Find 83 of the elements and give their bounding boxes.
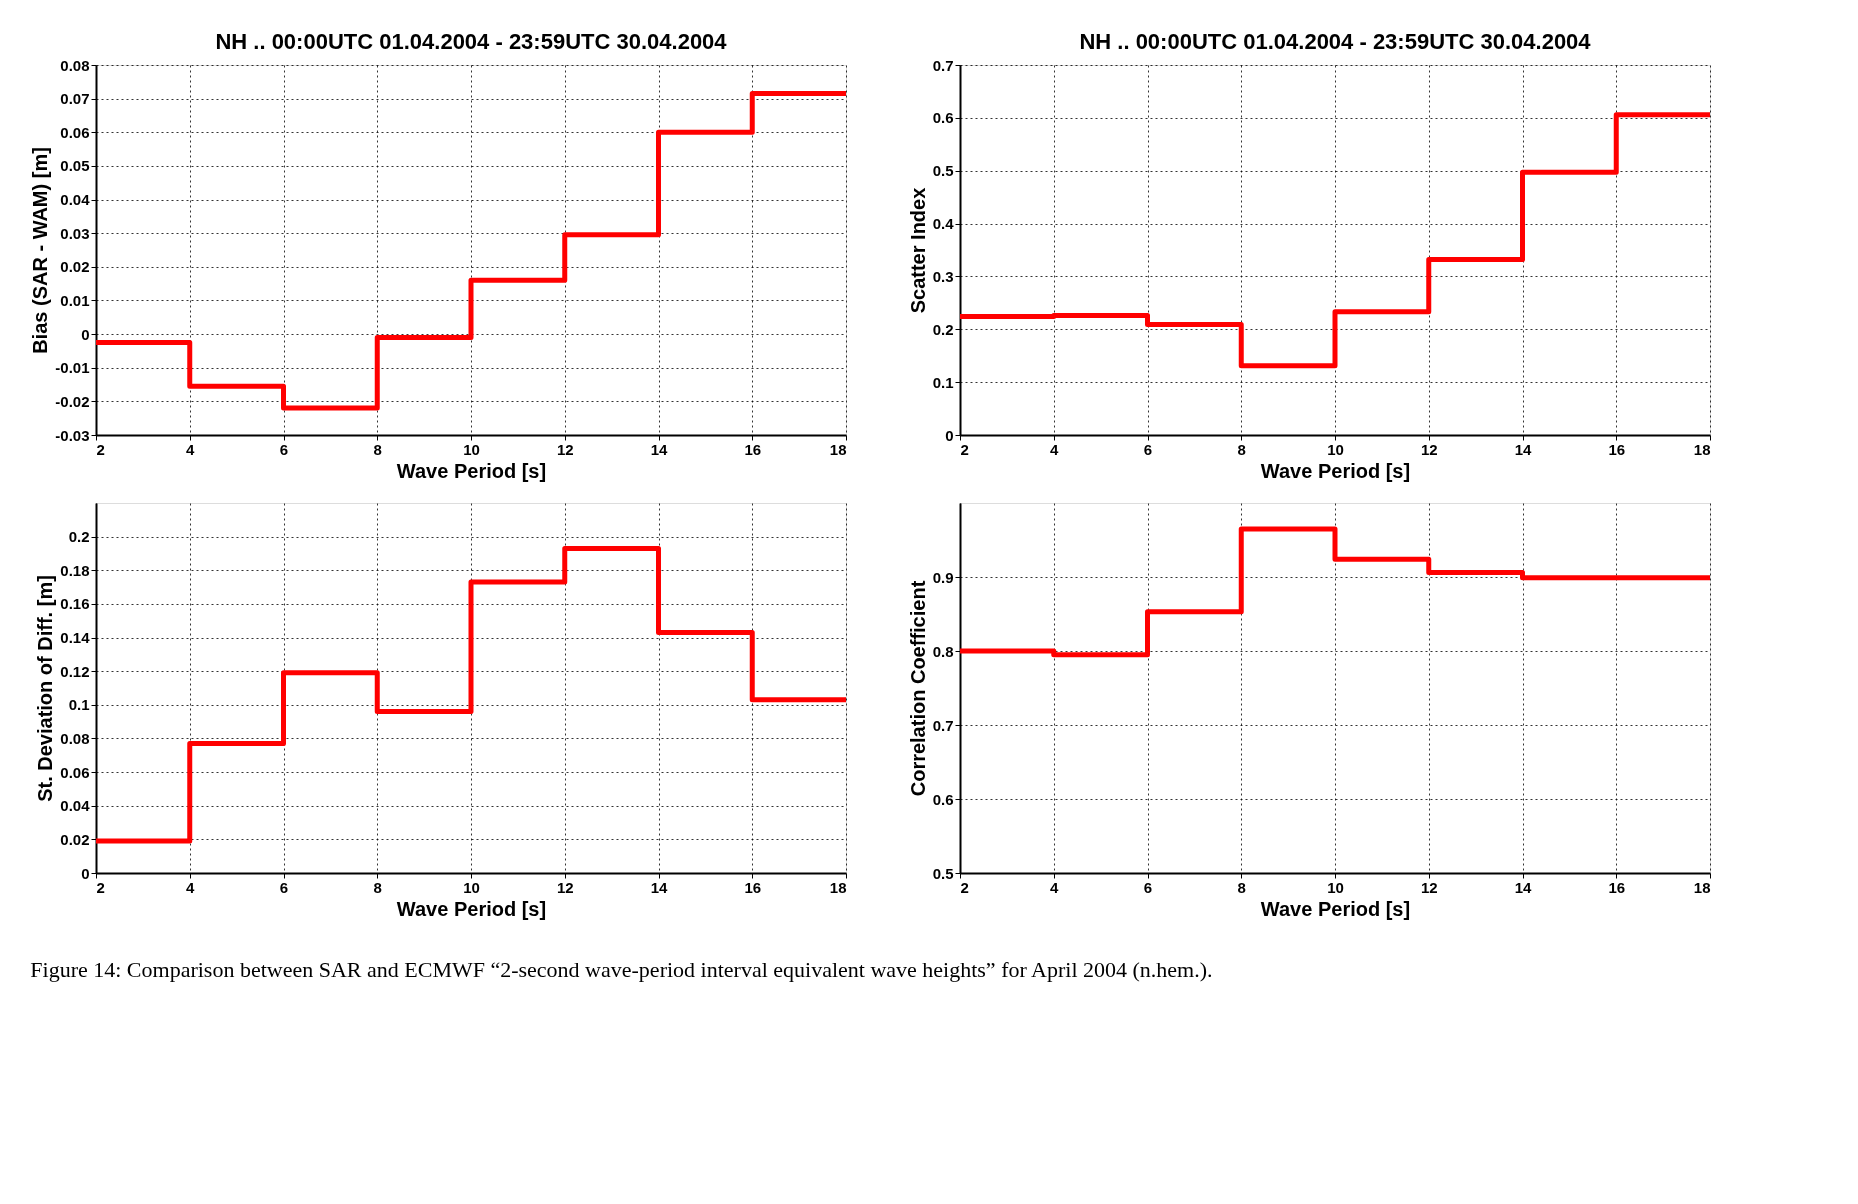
y-tick-label: 0.4 — [932, 215, 955, 233]
x-tick-label: 2 — [960, 440, 969, 458]
x-axis-title: Wave Period [s] — [396, 459, 547, 482]
y-tick-label: 0.05 — [60, 157, 90, 175]
y-tick-label: 0.5 — [932, 864, 954, 882]
x-tick-label: 18 — [1693, 878, 1711, 896]
y-tick-label: 0 — [81, 325, 90, 343]
y-axis-title: Correlation Coefficient — [906, 580, 929, 797]
y-tick-label: -0.03 — [55, 426, 90, 444]
y-tick-label: 0.1 — [932, 373, 954, 391]
y-tick-label: 0.16 — [60, 595, 90, 613]
x-tick-label: 14 — [650, 440, 668, 458]
y-tick-label: 0.5 — [932, 162, 954, 180]
x-tick-label: 14 — [1514, 440, 1532, 458]
y-tick-label: 0.03 — [60, 224, 90, 242]
x-tick-label: 8 — [373, 878, 382, 896]
x-axis-title: Wave Period [s] — [1260, 897, 1411, 920]
y-tick-label: 0 — [945, 426, 954, 444]
chart-title: NH .. 00:00UTC 01.04.2004 - 23:59UTC 30.04.2004 — [1079, 29, 1592, 54]
y-tick-label: 0 — [81, 864, 90, 882]
x-tick-label: 10 — [1327, 440, 1344, 458]
x-tick-label: 2 — [96, 440, 105, 458]
x-tick-label: 16 — [744, 878, 762, 896]
y-tick-label: 0.04 — [60, 191, 91, 209]
y-tick-label: -0.01 — [55, 359, 90, 377]
y-axis-title: Bias (SAR - WAM) [m] — [29, 147, 52, 354]
x-tick-label: 6 — [1143, 440, 1153, 458]
y-tick-label: 0.9 — [932, 568, 954, 586]
y-tick-label: 0.01 — [60, 291, 90, 309]
y-tick-label: 0.14 — [60, 629, 91, 647]
chart-title: NH .. 00:00UTC 01.04.2004 - 23:59UTC 30.04.2004 — [215, 29, 728, 54]
x-tick-label: 8 — [1237, 440, 1246, 458]
y-tick-label: 0.02 — [60, 258, 90, 276]
y-tick-label: 0.3 — [932, 267, 954, 285]
x-tick-label: 6 — [1143, 878, 1153, 896]
y-tick-label: 0.07 — [60, 90, 90, 108]
y-tick-label: 0.8 — [932, 642, 954, 660]
y-tick-label: 0.08 — [60, 56, 90, 74]
y-tick-label: 0.7 — [932, 56, 954, 74]
y-tick-label: 0.06 — [60, 763, 90, 781]
y-tick-label: 0.06 — [60, 123, 90, 141]
y-axis-title: St. Deviation of Diff. [m] — [34, 575, 57, 802]
y-axis-title: Scatter Index — [906, 187, 929, 314]
x-tick-label: 12 — [1420, 878, 1438, 896]
x-tick-label: 10 — [463, 440, 480, 458]
x-tick-label: 14 — [650, 878, 668, 896]
y-tick-label: 0.6 — [932, 790, 954, 808]
x-tick-label: 4 — [186, 878, 196, 896]
x-tick-label: 14 — [1514, 878, 1532, 896]
x-tick-label: 12 — [556, 440, 574, 458]
x-tick-label: 6 — [279, 878, 289, 896]
x-tick-label: 18 — [829, 878, 847, 896]
y-tick-label: 0.04 — [60, 797, 91, 815]
x-axis-title: Wave Period [s] — [396, 897, 547, 920]
y-tick-label: 0.6 — [932, 109, 954, 127]
x-tick-label: 8 — [373, 440, 382, 458]
y-tick-label: 0.08 — [60, 729, 90, 747]
y-tick-label: -0.02 — [55, 392, 90, 410]
x-tick-label: 4 — [186, 440, 196, 458]
x-tick-label: 16 — [744, 440, 762, 458]
y-tick-label: 0.1 — [68, 696, 90, 714]
x-tick-label: 2 — [96, 878, 105, 896]
y-tick-label: 0.02 — [60, 830, 90, 848]
y-tick-label: 0.12 — [60, 662, 90, 680]
x-tick-label: 4 — [1050, 878, 1060, 896]
x-tick-label: 4 — [1050, 440, 1060, 458]
x-tick-label: 8 — [1237, 878, 1246, 896]
x-tick-label: 12 — [1420, 440, 1438, 458]
x-tick-label: 18 — [829, 440, 847, 458]
x-tick-label: 10 — [1327, 878, 1344, 896]
y-tick-label: 0.2 — [68, 528, 90, 546]
x-tick-label: 2 — [960, 878, 969, 896]
y-tick-label: 0.2 — [932, 320, 954, 338]
caption: Figure 14: Comparison between SAR and ECMWF “2-second wave-period interval equivalent wave heights” for April 2004 (n.hem.). — [30, 956, 1213, 982]
y-tick-label: 0.7 — [932, 716, 954, 734]
x-tick-label: 6 — [279, 440, 289, 458]
x-tick-label: 16 — [1608, 878, 1626, 896]
x-tick-label: 12 — [556, 878, 574, 896]
y-tick-label: 0.18 — [60, 561, 90, 579]
x-axis-title: Wave Period [s] — [1260, 459, 1411, 482]
x-tick-label: 18 — [1693, 440, 1711, 458]
x-tick-label: 10 — [463, 878, 480, 896]
x-tick-label: 16 — [1608, 440, 1626, 458]
